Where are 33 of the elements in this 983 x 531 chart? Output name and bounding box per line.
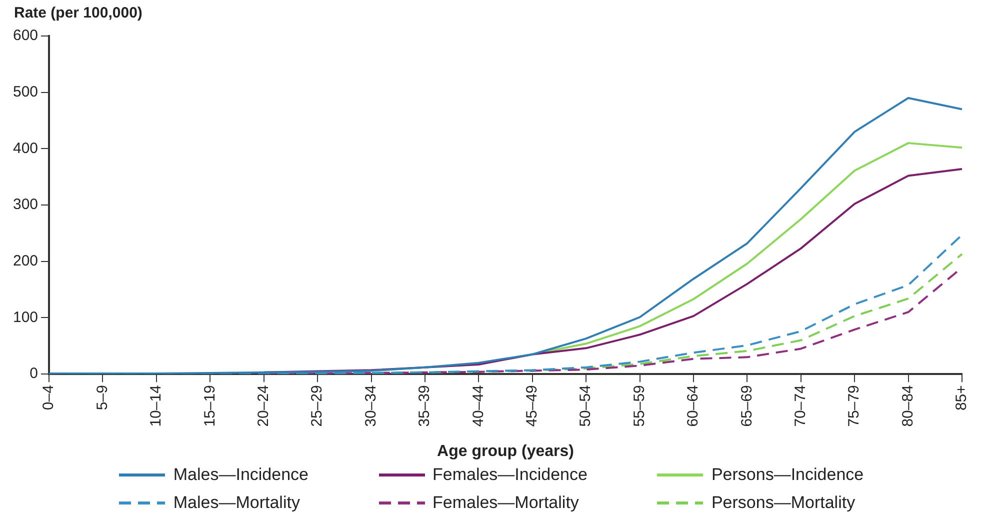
legend-label: Females—Incidence — [432, 465, 588, 485]
x-tick-label: 60–64 — [684, 385, 702, 427]
x-tick-label: 85+ — [953, 384, 970, 411]
y-axis-title: Rate (per 100,000) — [14, 4, 142, 22]
x-tick-label: 55–59 — [630, 385, 648, 427]
y-tick-label: 100 — [12, 308, 38, 326]
y-tick-label: 400 — [12, 140, 38, 157]
x-tick-label: 45–49 — [524, 385, 541, 427]
x-tick-label: 20–24 — [254, 385, 272, 427]
legend-label: Persons—Incidence — [711, 465, 864, 485]
x-tick-label: 35–39 — [416, 385, 434, 427]
y-tick-label: 300 — [12, 196, 38, 214]
legend-label: Females—Mortality — [432, 493, 579, 513]
y-tick-label: 200 — [12, 252, 38, 270]
x-axis-title: Age group (years) — [437, 442, 574, 460]
x-tick-label: 65–69 — [738, 385, 756, 427]
x-tick-label: 5–9 — [94, 385, 111, 410]
x-tick-label: 25–29 — [308, 385, 326, 427]
x-tick-label: 30–34 — [362, 385, 380, 427]
legend-label: Persons—Mortality — [711, 493, 856, 513]
legend-label: Males—Incidence — [173, 465, 308, 485]
x-tick-label: 40–44 — [470, 385, 487, 427]
x-tick-label: 15–19 — [201, 385, 218, 427]
x-tick-label: 70–74 — [792, 385, 810, 427]
x-tick-label: 0–4 — [40, 385, 58, 410]
y-tick-label: 0 — [30, 365, 38, 382]
x-tick-label: 10–14 — [148, 385, 165, 427]
y-tick-label: 600 — [12, 27, 38, 44]
x-tick-label: 80–84 — [899, 385, 916, 427]
x-tick-label: 50–54 — [577, 385, 594, 427]
x-tick-label: 75–79 — [846, 385, 863, 427]
legend-label: Males—Mortality — [173, 493, 300, 513]
y-tick-label: 500 — [12, 83, 38, 100]
